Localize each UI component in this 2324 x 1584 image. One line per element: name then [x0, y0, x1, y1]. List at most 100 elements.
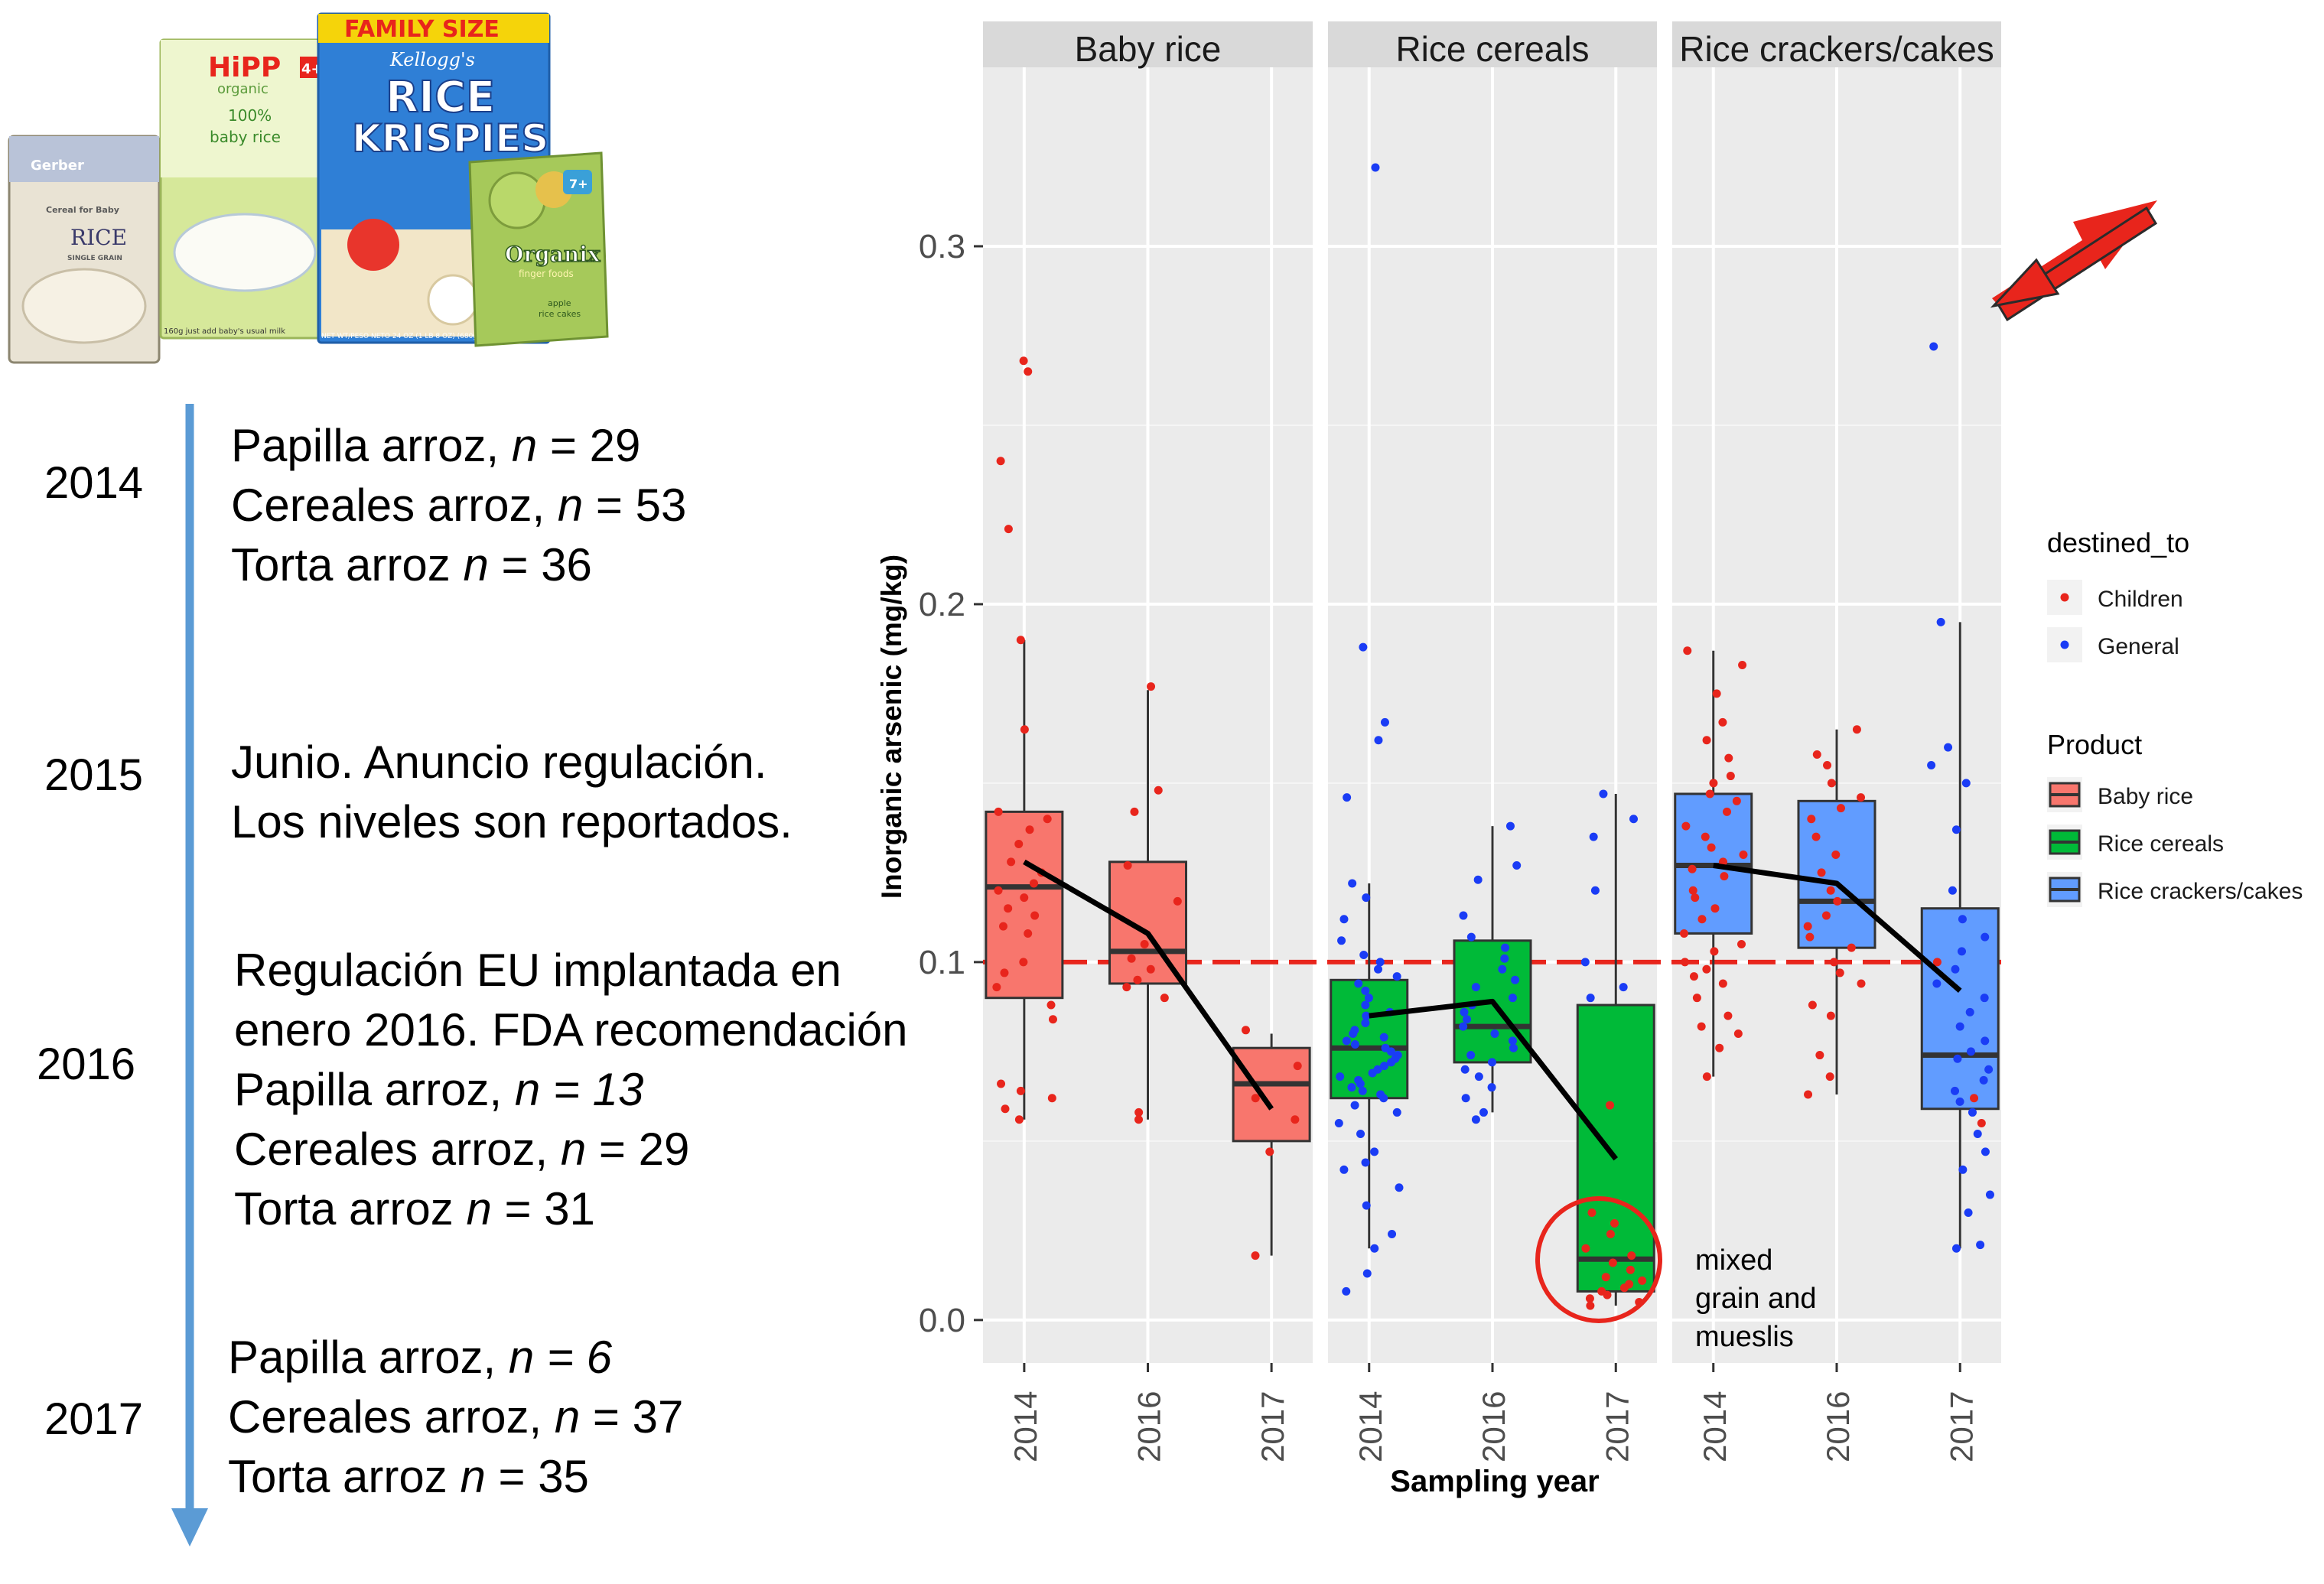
data-point — [1387, 1058, 1396, 1067]
products-illustration: Gerber Cereal for Baby RICE SINGLE GRAIN… — [8, 12, 609, 364]
data-point — [1336, 1072, 1345, 1081]
data-point — [1490, 1029, 1499, 1038]
data-point — [1379, 1094, 1388, 1103]
data-point — [1936, 617, 1945, 626]
data-point — [1929, 342, 1938, 351]
data-point — [1606, 1230, 1615, 1239]
data-point — [1619, 1283, 1629, 1293]
data-point — [1587, 1208, 1597, 1217]
y-axis-title: Inorganic arsenic (mg/kg) — [876, 555, 907, 899]
data-point — [1815, 1051, 1824, 1060]
data-point — [1691, 893, 1700, 903]
data-point — [1965, 1007, 1974, 1016]
data-point — [1030, 911, 1040, 920]
timeline-line: Papilla arroz, n = 6 — [228, 1332, 612, 1383]
x-tick-label: 2017 — [1255, 1391, 1291, 1462]
data-point — [1951, 1244, 1961, 1253]
data-point — [1638, 1276, 1647, 1285]
data-point — [1350, 1101, 1359, 1110]
data-point — [1710, 947, 1719, 956]
data-point — [1466, 1051, 1476, 1060]
data-point — [1702, 736, 1711, 745]
data-point — [1463, 1015, 1472, 1024]
data-point — [1812, 750, 1821, 759]
legend-label: Baby rice — [2098, 784, 2193, 809]
legend-label: General — [2098, 634, 2179, 659]
data-point — [1720, 872, 1729, 881]
data-point — [1805, 932, 1815, 942]
data-point — [1362, 1201, 1371, 1210]
timeline-entry-2014: Papilla arroz, n = 29 Cereales arroz, n … — [231, 416, 686, 595]
data-point — [1823, 761, 1832, 770]
data-point — [999, 922, 1008, 931]
y-tick-label: 0.3 — [919, 228, 965, 265]
data-point — [1334, 1118, 1343, 1127]
timeline-entry-2016: Regulación EU implantada en enero 2016. … — [234, 941, 908, 1239]
data-point — [997, 1079, 1006, 1088]
data-point — [1626, 1265, 1635, 1274]
hipp-line1: 100% — [228, 106, 272, 125]
legend: destined_to Children General Product Baby ri… — [2047, 527, 2303, 907]
legend-label: Rice crackers/cakes — [2098, 879, 2303, 904]
data-point — [1508, 994, 1517, 1003]
legend-title-product: Product — [2047, 729, 2142, 760]
gerber-package: Gerber Cereal for Baby RICE SINGLE GRAIN — [8, 135, 161, 364]
data-point — [1692, 994, 1701, 1003]
data-point — [1833, 896, 1842, 906]
data-point — [1811, 832, 1821, 841]
data-point — [1707, 843, 1716, 852]
data-point — [1392, 1107, 1401, 1117]
data-point — [1154, 785, 1163, 795]
hipp-foot: 160g just add baby's usual milk — [164, 327, 285, 336]
data-point — [1681, 821, 1691, 831]
data-point — [1689, 972, 1698, 981]
organix-line2: rice cakes — [539, 309, 581, 319]
data-point — [1471, 983, 1480, 992]
x-tick-label: 2016 — [1820, 1391, 1856, 1462]
x-tick-label: 2016 — [1476, 1391, 1512, 1462]
gerber-text1: Cereal for Baby — [46, 205, 119, 215]
data-point — [1968, 1107, 1977, 1117]
data-point — [1509, 1043, 1518, 1052]
legend-title-destined-to: destined_to — [2047, 527, 2189, 558]
data-point — [1606, 1101, 1615, 1110]
data-point — [994, 807, 1003, 816]
data-point — [1375, 958, 1385, 967]
timeline-line: Torta arroz n = 35 — [228, 1451, 589, 1502]
kelloggs-line2: KRISPIES — [352, 116, 548, 161]
box — [1797, 799, 1876, 949]
data-point — [1014, 839, 1024, 848]
data-point — [1681, 958, 1690, 967]
mean-trend-line — [1713, 863, 1962, 993]
data-point — [1127, 954, 1136, 963]
data-point — [1590, 886, 1600, 895]
data-point — [1388, 1230, 1397, 1239]
data-point — [1803, 922, 1812, 931]
data-point — [1361, 1018, 1370, 1027]
data-point — [1368, 1068, 1377, 1078]
data-point — [1981, 932, 1990, 942]
box — [985, 810, 1064, 1000]
data-point — [1589, 832, 1598, 841]
timeline-entry-2015: Junio. Anuncio regulación. Los niveles s… — [231, 733, 793, 852]
data-point — [1826, 886, 1835, 895]
data-point — [1004, 904, 1013, 913]
mean-trend-line — [1369, 998, 1619, 1161]
data-point — [1025, 825, 1034, 834]
timeline-line: Torta arroz n = 31 — [234, 1183, 595, 1234]
data-point — [1348, 879, 1357, 888]
data-point — [1821, 911, 1831, 920]
timeline-line: Papilla arroz, n = 29 — [231, 420, 641, 471]
data-point — [1723, 1011, 1733, 1020]
data-point — [1847, 943, 1856, 952]
data-point — [1146, 964, 1155, 974]
timeline-arrow — [171, 404, 208, 1547]
data-point — [1817, 868, 1826, 877]
data-point — [1359, 951, 1369, 960]
timeline-line: Cereales arroz, n = 53 — [231, 480, 687, 531]
data-point — [1683, 646, 1692, 655]
data-point — [1629, 815, 1638, 824]
data-point — [1359, 642, 1368, 652]
timeline-year-2017: 2017 — [44, 1394, 144, 1444]
